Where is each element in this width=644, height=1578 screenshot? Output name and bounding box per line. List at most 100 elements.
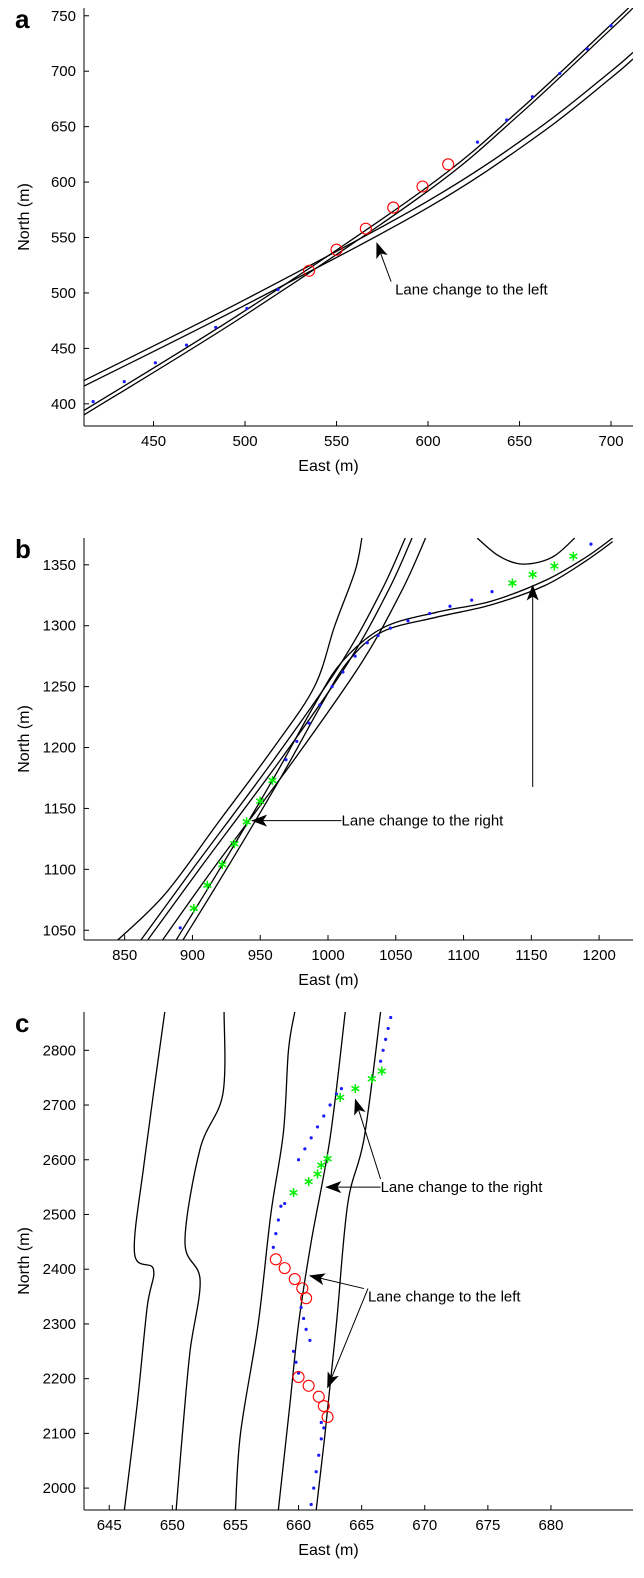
x-tick-label: 665 xyxy=(349,1517,374,1534)
plot-area xyxy=(123,1012,393,1510)
y-tick-label: 2600 xyxy=(43,1152,76,1169)
lane-change-point-circle xyxy=(288,1273,301,1286)
asterisk-stroke xyxy=(268,777,277,784)
vehicle-track-point xyxy=(319,1420,323,1425)
road-edge-line xyxy=(84,51,633,382)
lane-change-point-asterisk xyxy=(377,1066,387,1076)
asterisk-stroke xyxy=(230,840,239,847)
lane-change-point-circle xyxy=(387,201,400,214)
lane-change-point-circle xyxy=(359,222,372,235)
annotation-arrow xyxy=(376,242,392,282)
x-tick-label: 600 xyxy=(416,433,441,450)
vehicle-track-point xyxy=(376,633,380,638)
annotation-arrow xyxy=(327,1288,369,1389)
lane-change-point-asterisk xyxy=(569,551,578,561)
asterisk-stroke xyxy=(323,1155,332,1162)
vehicle-track-point xyxy=(330,685,334,689)
x-axis-label: East (m) xyxy=(298,458,358,475)
lane-change-point-asterisk xyxy=(528,570,537,580)
asterisk-stroke xyxy=(313,1171,322,1177)
vehicle-track-point xyxy=(386,1026,390,1031)
vehicle-track-point xyxy=(309,1136,313,1140)
vehicle-track-point xyxy=(245,306,249,311)
y-tick-label: 2200 xyxy=(43,1371,76,1388)
lane-change-point-asterisk xyxy=(289,1188,298,1198)
y-tick-label: 450 xyxy=(51,340,76,357)
x-tick-label: 850 xyxy=(112,947,137,964)
vehicle-track-point xyxy=(91,400,95,404)
vehicle-track-point xyxy=(279,1204,283,1208)
road-edge-line xyxy=(84,58,633,387)
asterisk-stroke xyxy=(289,1189,298,1196)
x-tick-label: 670 xyxy=(412,1517,437,1534)
road-edge-line xyxy=(175,538,614,940)
lane-change-point-asterisk xyxy=(255,796,265,806)
y-tick-label: 2000 xyxy=(43,1480,76,1497)
asterisk-stroke xyxy=(508,580,517,586)
lane-change-point-asterisk xyxy=(335,1092,345,1102)
vehicle-track-point xyxy=(388,626,392,630)
panel-b: 850 900 950 1000 1050 1100 1150 1200 1050 1100 115… xyxy=(15,534,633,989)
annotation-arrow xyxy=(354,1098,382,1180)
asterisk-stroke xyxy=(217,861,227,868)
vehicle-track-point xyxy=(609,24,613,28)
vehicle-track-point xyxy=(299,1305,303,1310)
lane-change-point-circle xyxy=(278,1262,291,1275)
lane-change-point-circle xyxy=(416,180,429,193)
y-tick-label: 1200 xyxy=(43,740,76,757)
vehicle-track-point xyxy=(271,1245,275,1249)
vehicle-track-point xyxy=(296,1371,301,1375)
lane-change-point-circle xyxy=(300,1292,313,1305)
panel-letter: c xyxy=(15,1008,29,1038)
lane-change-point-asterisk xyxy=(313,1169,322,1179)
plot-area xyxy=(117,538,614,940)
lane-change-point-circle xyxy=(330,243,343,256)
road-edge-line xyxy=(140,538,406,940)
vehicle-track-point xyxy=(589,542,593,546)
lane-change-point-asterisk xyxy=(203,880,212,890)
panel-a: 450 500 550 600 650 700 400 450 500 550 600 650 700 7… xyxy=(15,4,633,475)
vehicle-track-point xyxy=(307,721,311,725)
road-edge-line xyxy=(315,1012,382,1510)
y-tick-label: 650 xyxy=(51,119,76,136)
vehicle-track-point xyxy=(178,926,182,930)
vehicle-track-point xyxy=(328,1103,332,1107)
road-edge-line xyxy=(147,538,413,940)
vehicle-track-point xyxy=(274,1232,278,1236)
road-edge-line xyxy=(277,1012,346,1510)
lane-change-point-asterisk xyxy=(268,775,277,785)
lane-change-point-circle xyxy=(302,1379,315,1392)
vehicle-track-point xyxy=(312,1486,316,1490)
x-tick-label: 900 xyxy=(180,947,205,964)
lane-change-point-asterisk xyxy=(230,839,239,849)
vehicle-track-point xyxy=(505,118,509,122)
road-edge-line xyxy=(123,1012,166,1510)
vehicle-track-point xyxy=(341,670,345,674)
lane-change-point-asterisk xyxy=(316,1160,326,1170)
y-tick-label: 1300 xyxy=(43,618,76,635)
asterisk-stroke xyxy=(528,571,537,578)
road-edge-line xyxy=(162,538,427,940)
y-tick-label: 1100 xyxy=(44,861,76,878)
lane-change-point-asterisk xyxy=(242,817,251,827)
lane-change-point-circle xyxy=(321,1410,334,1424)
annotation-text: Lane change to the left xyxy=(395,282,548,299)
lane-change-point-circle xyxy=(292,1370,305,1384)
annotation-arrow xyxy=(308,1273,365,1290)
vehicle-track-point xyxy=(308,1338,312,1342)
x-tick-label: 950 xyxy=(248,947,273,964)
x-tick-label: 1100 xyxy=(447,947,479,964)
vehicle-track-point xyxy=(585,47,589,51)
vehicle-track-point xyxy=(530,95,534,99)
x-tick-label: 1150 xyxy=(515,947,547,964)
asterisk-stroke xyxy=(203,882,212,889)
x-tick-label: 450 xyxy=(141,433,166,450)
vehicle-track-point xyxy=(214,325,218,329)
x-tick-label: 500 xyxy=(233,433,258,450)
asterisk-stroke xyxy=(189,905,199,912)
x-tick-label: 1050 xyxy=(379,947,412,964)
y-tick-label: 400 xyxy=(51,396,76,413)
lane-change-point-asterisk xyxy=(351,1084,360,1094)
